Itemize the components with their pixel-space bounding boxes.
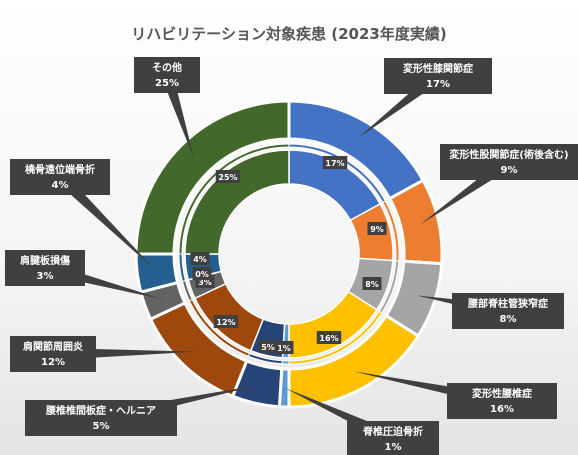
category-label: 変形性腰椎症 xyxy=(472,387,532,400)
value-label: 17% xyxy=(426,79,450,90)
chart-title: リハビリテーション対象疾患 (2023年度実績) xyxy=(131,25,446,43)
inner-value-label: 3% xyxy=(198,278,212,287)
category-label: 肩関節周囲炎 xyxy=(23,340,83,353)
category-label: 橈骨遠位端骨折 xyxy=(25,163,95,176)
inner-value-label: 9% xyxy=(370,225,384,234)
inner-value-label: 0% xyxy=(195,270,209,279)
value-label: 3% xyxy=(37,271,54,282)
outer-ring xyxy=(134,99,444,409)
inner-value-label-box xyxy=(192,267,212,280)
callout-labels: 変形性膝関節症 17% 変形性股関節症(術後含む) 9% 腰部脊柱管狭窄症 8% 変形性腰椎… xyxy=(5,57,578,455)
inner-value-label: 25% xyxy=(218,173,237,182)
inner-value-label: 17% xyxy=(325,159,344,168)
inner-value-label-box xyxy=(362,277,382,290)
inner-value-label-box xyxy=(213,315,239,328)
inner-value-label: 12% xyxy=(216,318,235,327)
callout-box xyxy=(10,336,96,372)
value-label: 12% xyxy=(41,357,65,368)
inner-value-label: 8% xyxy=(365,280,379,289)
category-label: 腰椎椎間板症・ヘルニア xyxy=(45,404,156,417)
value-label: 5% xyxy=(93,421,110,432)
category-label: 肩腱板損傷 xyxy=(20,254,70,267)
inner-value-label-box xyxy=(322,156,348,169)
outer-slice xyxy=(134,99,291,256)
callout-box xyxy=(347,421,439,455)
inner-value-label: 4% xyxy=(193,255,207,264)
value-label: 25% xyxy=(155,78,179,89)
middle-ring xyxy=(178,143,400,365)
callout-box xyxy=(384,58,492,94)
callout-box xyxy=(440,144,578,180)
category-label: 変形性股関節症(術後含む) xyxy=(449,148,568,161)
inner-slice xyxy=(184,149,290,255)
value-label: 16% xyxy=(490,404,514,415)
inner-value-labels: 17% 9% 8% 16% 1%5% 12% 3% 4% 25% 0% xyxy=(190,156,387,354)
callout-box xyxy=(134,57,200,93)
inner-value-label: 1% xyxy=(277,344,291,353)
inner-value-label-box xyxy=(258,340,278,353)
callout-box xyxy=(25,400,177,436)
inner-value-label: 5% xyxy=(261,343,275,352)
category-label: その他 xyxy=(152,61,182,74)
leader-line xyxy=(55,172,157,271)
category-label: 脊椎圧迫骨折 xyxy=(362,425,423,438)
leader-line xyxy=(161,73,195,160)
value-label: 4% xyxy=(52,180,69,191)
callout-box xyxy=(10,159,110,195)
category-label: 腰部脊柱管狭窄症 xyxy=(467,297,548,310)
inner-value-label-box xyxy=(190,252,210,265)
callout-box xyxy=(5,250,85,286)
middle-slice xyxy=(281,360,290,365)
value-label: 8% xyxy=(500,314,517,325)
callout-box xyxy=(447,383,557,419)
callout-box xyxy=(452,293,564,329)
inner-value-label-box xyxy=(274,341,294,354)
category-label: 変形性膝関節症 xyxy=(403,62,473,75)
middle-slice xyxy=(178,143,290,255)
inner-value-label-box xyxy=(215,170,241,183)
value-label: 1% xyxy=(385,442,402,453)
inner-value-label-box xyxy=(316,331,342,344)
inner-value-label: 16% xyxy=(319,334,338,343)
inner-value-label-box xyxy=(367,222,387,235)
value-label: 9% xyxy=(501,165,518,176)
